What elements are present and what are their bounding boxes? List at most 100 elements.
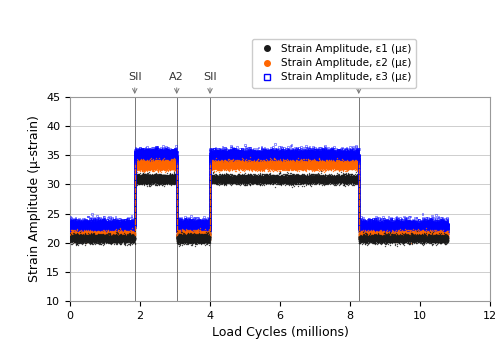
Point	[286, 182, 294, 187]
Point	[146, 166, 154, 171]
Point	[176, 236, 184, 241]
Point	[384, 234, 392, 239]
Point	[80, 229, 88, 235]
Point	[304, 157, 312, 163]
Point	[214, 156, 222, 162]
Point	[424, 226, 432, 232]
Point	[197, 228, 205, 233]
Point	[346, 162, 354, 168]
Point	[187, 221, 195, 227]
Point	[362, 229, 370, 234]
Point	[350, 162, 358, 168]
Point	[206, 234, 214, 239]
Point	[330, 174, 338, 180]
Point	[266, 148, 274, 153]
Point	[167, 179, 175, 185]
Point	[77, 220, 85, 226]
Point	[439, 235, 447, 240]
Point	[338, 156, 345, 162]
Point	[206, 239, 214, 245]
Point	[74, 235, 82, 241]
Point	[171, 178, 179, 184]
Point	[313, 162, 321, 167]
Point	[312, 149, 320, 155]
Point	[246, 182, 254, 187]
Point	[196, 236, 203, 241]
Point	[280, 175, 288, 181]
Point	[145, 178, 153, 183]
Point	[318, 175, 326, 181]
Point	[133, 151, 141, 156]
Point	[326, 174, 334, 180]
Point	[66, 234, 74, 240]
Point	[180, 236, 188, 242]
Point	[97, 233, 105, 238]
Point	[426, 235, 434, 240]
Point	[128, 226, 136, 231]
Point	[430, 238, 438, 244]
Point	[390, 223, 398, 228]
Point	[162, 176, 170, 181]
Point	[185, 237, 193, 242]
Point	[400, 220, 408, 226]
Point	[164, 174, 172, 179]
Point	[169, 178, 177, 184]
Point	[328, 175, 336, 181]
Point	[152, 156, 160, 162]
Point	[406, 227, 414, 233]
Point	[320, 175, 328, 180]
Point	[346, 156, 354, 162]
Point	[214, 177, 222, 182]
Point	[130, 239, 138, 245]
Point	[244, 178, 252, 184]
Point	[206, 161, 214, 167]
Point	[159, 153, 167, 158]
Point	[249, 159, 257, 165]
Point	[158, 161, 166, 166]
Point	[136, 152, 144, 157]
Point	[367, 226, 375, 231]
Point	[84, 225, 92, 230]
Point	[160, 155, 168, 160]
Point	[311, 154, 319, 160]
Point	[386, 231, 394, 237]
Point	[276, 179, 284, 184]
Point	[429, 222, 437, 228]
Point	[239, 154, 247, 159]
Point	[252, 179, 260, 184]
Point	[343, 166, 351, 172]
Point	[394, 232, 402, 237]
Point	[286, 164, 294, 170]
Point	[79, 235, 87, 240]
Point	[411, 222, 419, 228]
Point	[66, 232, 74, 238]
Point	[214, 179, 222, 184]
Point	[380, 222, 388, 228]
Point	[144, 156, 152, 162]
Point	[214, 174, 222, 180]
Point	[172, 175, 180, 181]
Point	[198, 238, 206, 244]
Point	[118, 230, 126, 236]
Point	[171, 163, 179, 169]
Point	[390, 232, 398, 237]
Point	[254, 156, 262, 162]
Point	[326, 153, 334, 159]
Point	[190, 220, 198, 225]
Point	[324, 155, 332, 160]
Point	[262, 162, 270, 167]
Point	[123, 236, 131, 242]
Point	[286, 152, 294, 157]
Point	[92, 236, 100, 242]
Point	[206, 230, 214, 236]
Point	[440, 237, 448, 243]
Point	[368, 238, 376, 244]
Point	[120, 239, 128, 245]
Point	[320, 175, 328, 181]
Point	[224, 163, 232, 169]
Point	[144, 157, 152, 163]
Point	[170, 174, 177, 180]
Point	[436, 231, 444, 237]
Point	[248, 152, 256, 157]
Point	[384, 231, 392, 237]
